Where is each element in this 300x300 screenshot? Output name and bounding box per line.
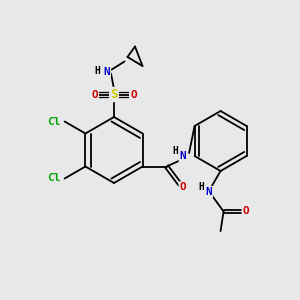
Text: H: H bbox=[94, 65, 100, 76]
Text: Cl: Cl bbox=[46, 116, 60, 127]
Text: N: N bbox=[103, 67, 110, 77]
Text: S: S bbox=[110, 88, 118, 101]
Text: Cl: Cl bbox=[46, 173, 60, 184]
Text: H: H bbox=[172, 146, 178, 157]
Text: N: N bbox=[180, 151, 187, 161]
Text: O: O bbox=[91, 89, 98, 100]
Text: O: O bbox=[180, 182, 187, 193]
Text: O: O bbox=[130, 89, 137, 100]
Text: O: O bbox=[243, 206, 250, 217]
Text: H: H bbox=[198, 182, 204, 193]
Text: N: N bbox=[205, 187, 212, 197]
